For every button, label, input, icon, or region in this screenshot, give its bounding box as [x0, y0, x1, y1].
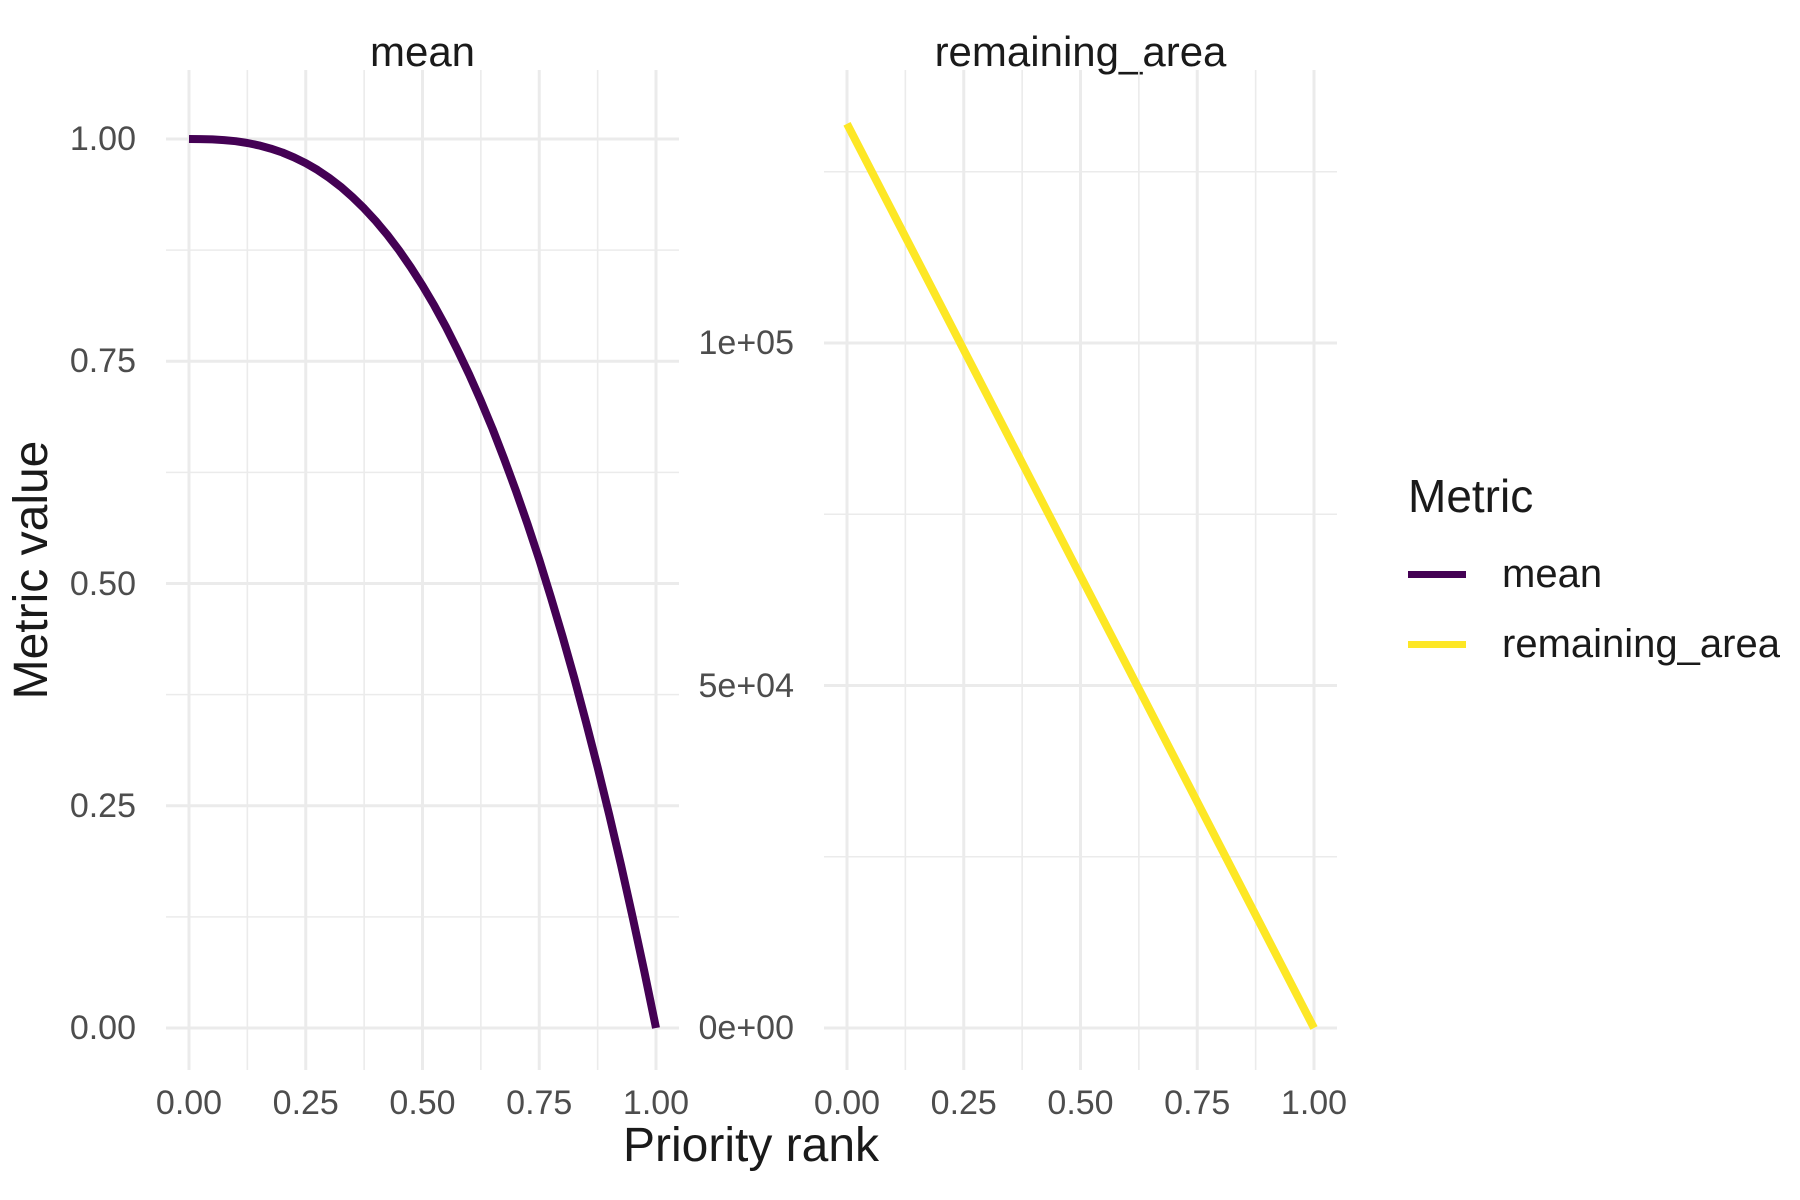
x-tick-label: 1.00 — [622, 1084, 690, 1122]
y-tick-label: 1e+05 — [698, 324, 795, 362]
y-tick-label: 0.50 — [69, 564, 136, 603]
y-tick-label: 0.00 — [69, 1009, 136, 1047]
x-tick-label: 0.50 — [1047, 1084, 1114, 1122]
x-tick-label: 0.75 — [1164, 1084, 1231, 1122]
y-tick-label: 0e+00 — [698, 1009, 795, 1047]
legend-item-mean: mean — [1408, 550, 1780, 598]
x-tick-label: 0.00 — [813, 1084, 881, 1122]
x-tick-label: 0.25 — [930, 1084, 997, 1122]
x-tick-label: 0.50 — [389, 1084, 456, 1122]
legend-items: mean remaining_area — [1408, 550, 1780, 668]
x-tick-label: 0.75 — [506, 1084, 573, 1122]
y-tick-label: 0.75 — [69, 342, 136, 381]
x-tick-label: 0.25 — [272, 1084, 339, 1122]
legend-item-remaining_area: remaining_area — [1408, 620, 1780, 668]
legend: Metric mean remaining_area — [1408, 466, 1780, 690]
legend-key-line-mean — [1408, 570, 1466, 578]
remaining-area-panel-plot-area — [824, 70, 1337, 1070]
x-tick-label: 1.00 — [1280, 1084, 1348, 1122]
mean-line — [188, 135, 660, 1029]
remaining_area-line — [843, 121, 1318, 1030]
legend-label: remaining_area — [1502, 622, 1780, 666]
facet-strip-remaining-area: remaining_area — [934, 28, 1227, 75]
mean-panel-plot-area — [166, 70, 679, 1070]
y-tick-label: 0.25 — [69, 786, 136, 825]
legend-title: Metric — [1408, 470, 1534, 522]
legend-label: mean — [1502, 552, 1603, 596]
y-tick-label: 5e+04 — [698, 666, 795, 705]
facet-strip-mean: mean — [369, 28, 476, 75]
y-axis-title: Metric value — [5, 440, 58, 700]
y-tick-label: 1.00 — [69, 120, 136, 158]
legend-key-line-remaining_area — [1408, 640, 1466, 648]
x-tick-label: 0.00 — [155, 1084, 223, 1122]
x-axis-title: Priority rank — [622, 1119, 880, 1172]
